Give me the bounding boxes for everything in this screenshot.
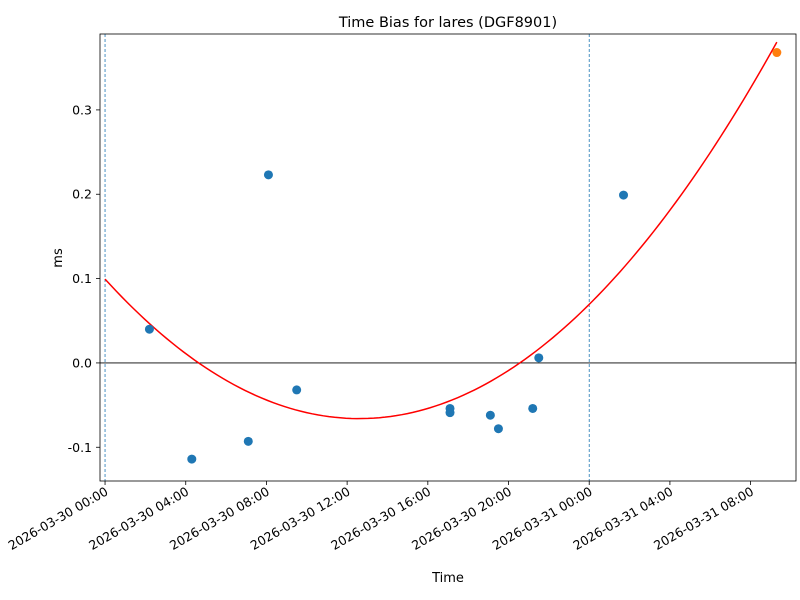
data-point bbox=[528, 403, 538, 413]
x-axis-label: Time bbox=[431, 571, 464, 586]
data-point bbox=[187, 454, 197, 464]
data-point bbox=[445, 408, 455, 418]
data-point bbox=[144, 324, 154, 334]
plot-area bbox=[100, 34, 796, 481]
data-point bbox=[493, 424, 503, 434]
y-tick-label: 0.3 bbox=[72, 102, 92, 117]
data-point bbox=[292, 385, 302, 395]
data-point bbox=[263, 170, 273, 180]
y-tick-label: -0.1 bbox=[68, 440, 92, 455]
chart-title: Time Bias for lares (DGF8901) bbox=[338, 15, 557, 31]
y-tick-label: 0.0 bbox=[72, 355, 92, 370]
y-axis-label: ms bbox=[51, 248, 66, 268]
data-point bbox=[243, 436, 253, 446]
y-tick-label: 0.1 bbox=[72, 271, 92, 286]
data-point bbox=[619, 190, 629, 200]
fit-curve bbox=[104, 41, 778, 420]
data-point bbox=[534, 353, 544, 363]
data-point bbox=[485, 410, 495, 420]
predicted-point bbox=[772, 48, 782, 58]
y-tick-label: 0.2 bbox=[72, 187, 92, 202]
plot-frame bbox=[99, 33, 797, 482]
